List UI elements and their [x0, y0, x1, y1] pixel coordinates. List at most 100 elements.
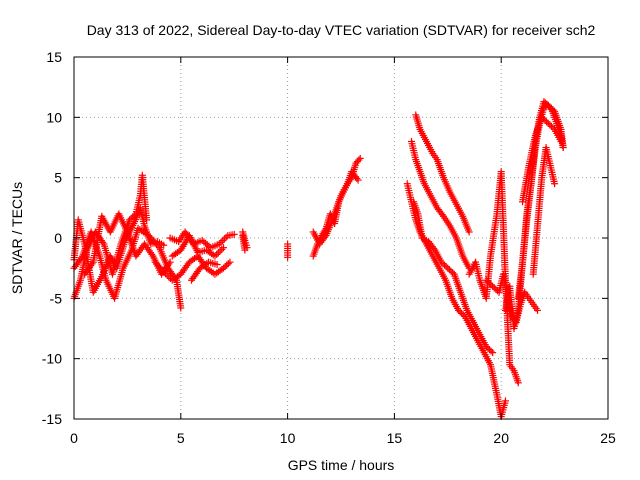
data-point — [485, 346, 493, 354]
x-tick-label: 15 — [387, 430, 403, 446]
data-point — [161, 269, 169, 277]
y-tick-label: -15 — [42, 411, 62, 427]
data-point — [549, 106, 557, 114]
data-point — [355, 156, 363, 164]
data-point — [487, 347, 495, 355]
data-point — [444, 264, 452, 272]
data-point — [549, 124, 557, 132]
data-point — [130, 211, 138, 219]
data-point — [211, 252, 219, 260]
y-tick-label: -10 — [42, 351, 62, 367]
data-point — [456, 308, 464, 316]
data-point — [165, 273, 173, 281]
data-points — [70, 98, 567, 421]
x-tick-label: 0 — [70, 430, 78, 446]
data-point — [559, 144, 567, 151]
data-point — [459, 311, 467, 319]
data-point — [447, 267, 455, 275]
data-point — [487, 281, 495, 289]
data-point — [146, 233, 154, 241]
data-point — [143, 216, 151, 224]
data-point — [230, 230, 238, 238]
data-point — [551, 180, 559, 188]
y-tick-label: -5 — [50, 290, 63, 306]
data-point — [547, 122, 555, 130]
data-point — [166, 258, 174, 266]
data-point — [557, 137, 565, 145]
data-point — [321, 233, 329, 241]
data-point — [158, 266, 166, 274]
data-point — [489, 349, 497, 357]
data-point — [216, 247, 224, 255]
axis-ticks — [73, 56, 609, 420]
y-axis-label: SDTVAR / TECUs — [9, 182, 25, 294]
data-point — [439, 260, 447, 268]
data-point — [217, 238, 225, 246]
data-point — [239, 232, 247, 240]
data-point — [430, 244, 438, 252]
data-point — [482, 343, 490, 351]
y-tick-label: 15 — [46, 49, 62, 65]
data-point — [534, 306, 542, 314]
data-point — [160, 268, 168, 276]
data-point — [165, 260, 173, 268]
data-point — [437, 258, 445, 266]
data-point — [482, 276, 490, 284]
x-tick-label: 20 — [493, 430, 509, 446]
x-tick-label: 25 — [600, 430, 616, 446]
data-point — [213, 261, 221, 269]
data-point — [438, 211, 446, 219]
data-point — [152, 240, 160, 248]
data-point — [356, 154, 364, 162]
data-point — [284, 253, 292, 261]
data-point — [88, 260, 96, 268]
data-point — [219, 237, 227, 245]
data-point — [163, 271, 171, 279]
data-point — [441, 261, 449, 269]
data-point — [544, 119, 552, 127]
data-point — [220, 235, 228, 243]
y-tick-label: 10 — [46, 109, 62, 125]
data-point — [353, 174, 361, 182]
data-point — [127, 214, 135, 222]
data-point — [454, 306, 462, 314]
x-tick-label: 5 — [177, 430, 185, 446]
data-point — [77, 254, 85, 262]
data-point — [222, 233, 230, 241]
data-point — [220, 244, 228, 252]
x-tick-label: 10 — [280, 430, 296, 446]
data-point — [465, 228, 473, 236]
data-point — [489, 282, 497, 290]
data-point — [126, 216, 134, 224]
data-point — [145, 232, 153, 240]
data-point — [544, 101, 552, 109]
data-point — [546, 121, 554, 129]
data-point — [458, 309, 466, 317]
chart-title: Day 313 of 2022, Sidereal Day-to-day VTE… — [87, 22, 596, 38]
data-point — [154, 242, 162, 250]
data-point — [148, 235, 156, 243]
data-point — [484, 344, 492, 352]
y-tick-label: 0 — [54, 230, 62, 246]
data-point — [149, 237, 157, 245]
axis-tick-labels: 0 5 10 15 20 25 -15 -10 -5 0 5 10 15 — [42, 49, 616, 446]
x-axis-label: GPS time / hours — [288, 457, 395, 473]
data-point — [218, 245, 226, 253]
data-point — [490, 284, 498, 292]
data-point — [547, 104, 555, 112]
data-point — [221, 263, 229, 271]
data-point — [177, 304, 185, 312]
data-point — [546, 103, 554, 111]
data-point — [541, 116, 549, 124]
data-point — [213, 250, 221, 258]
data-point — [220, 264, 228, 272]
data-point — [543, 118, 551, 126]
data-point — [215, 240, 223, 248]
data-point — [214, 249, 222, 257]
data-point — [151, 238, 159, 246]
data-point — [226, 258, 234, 266]
data-point — [538, 113, 546, 121]
data-point — [501, 397, 509, 405]
data-point — [148, 250, 156, 258]
